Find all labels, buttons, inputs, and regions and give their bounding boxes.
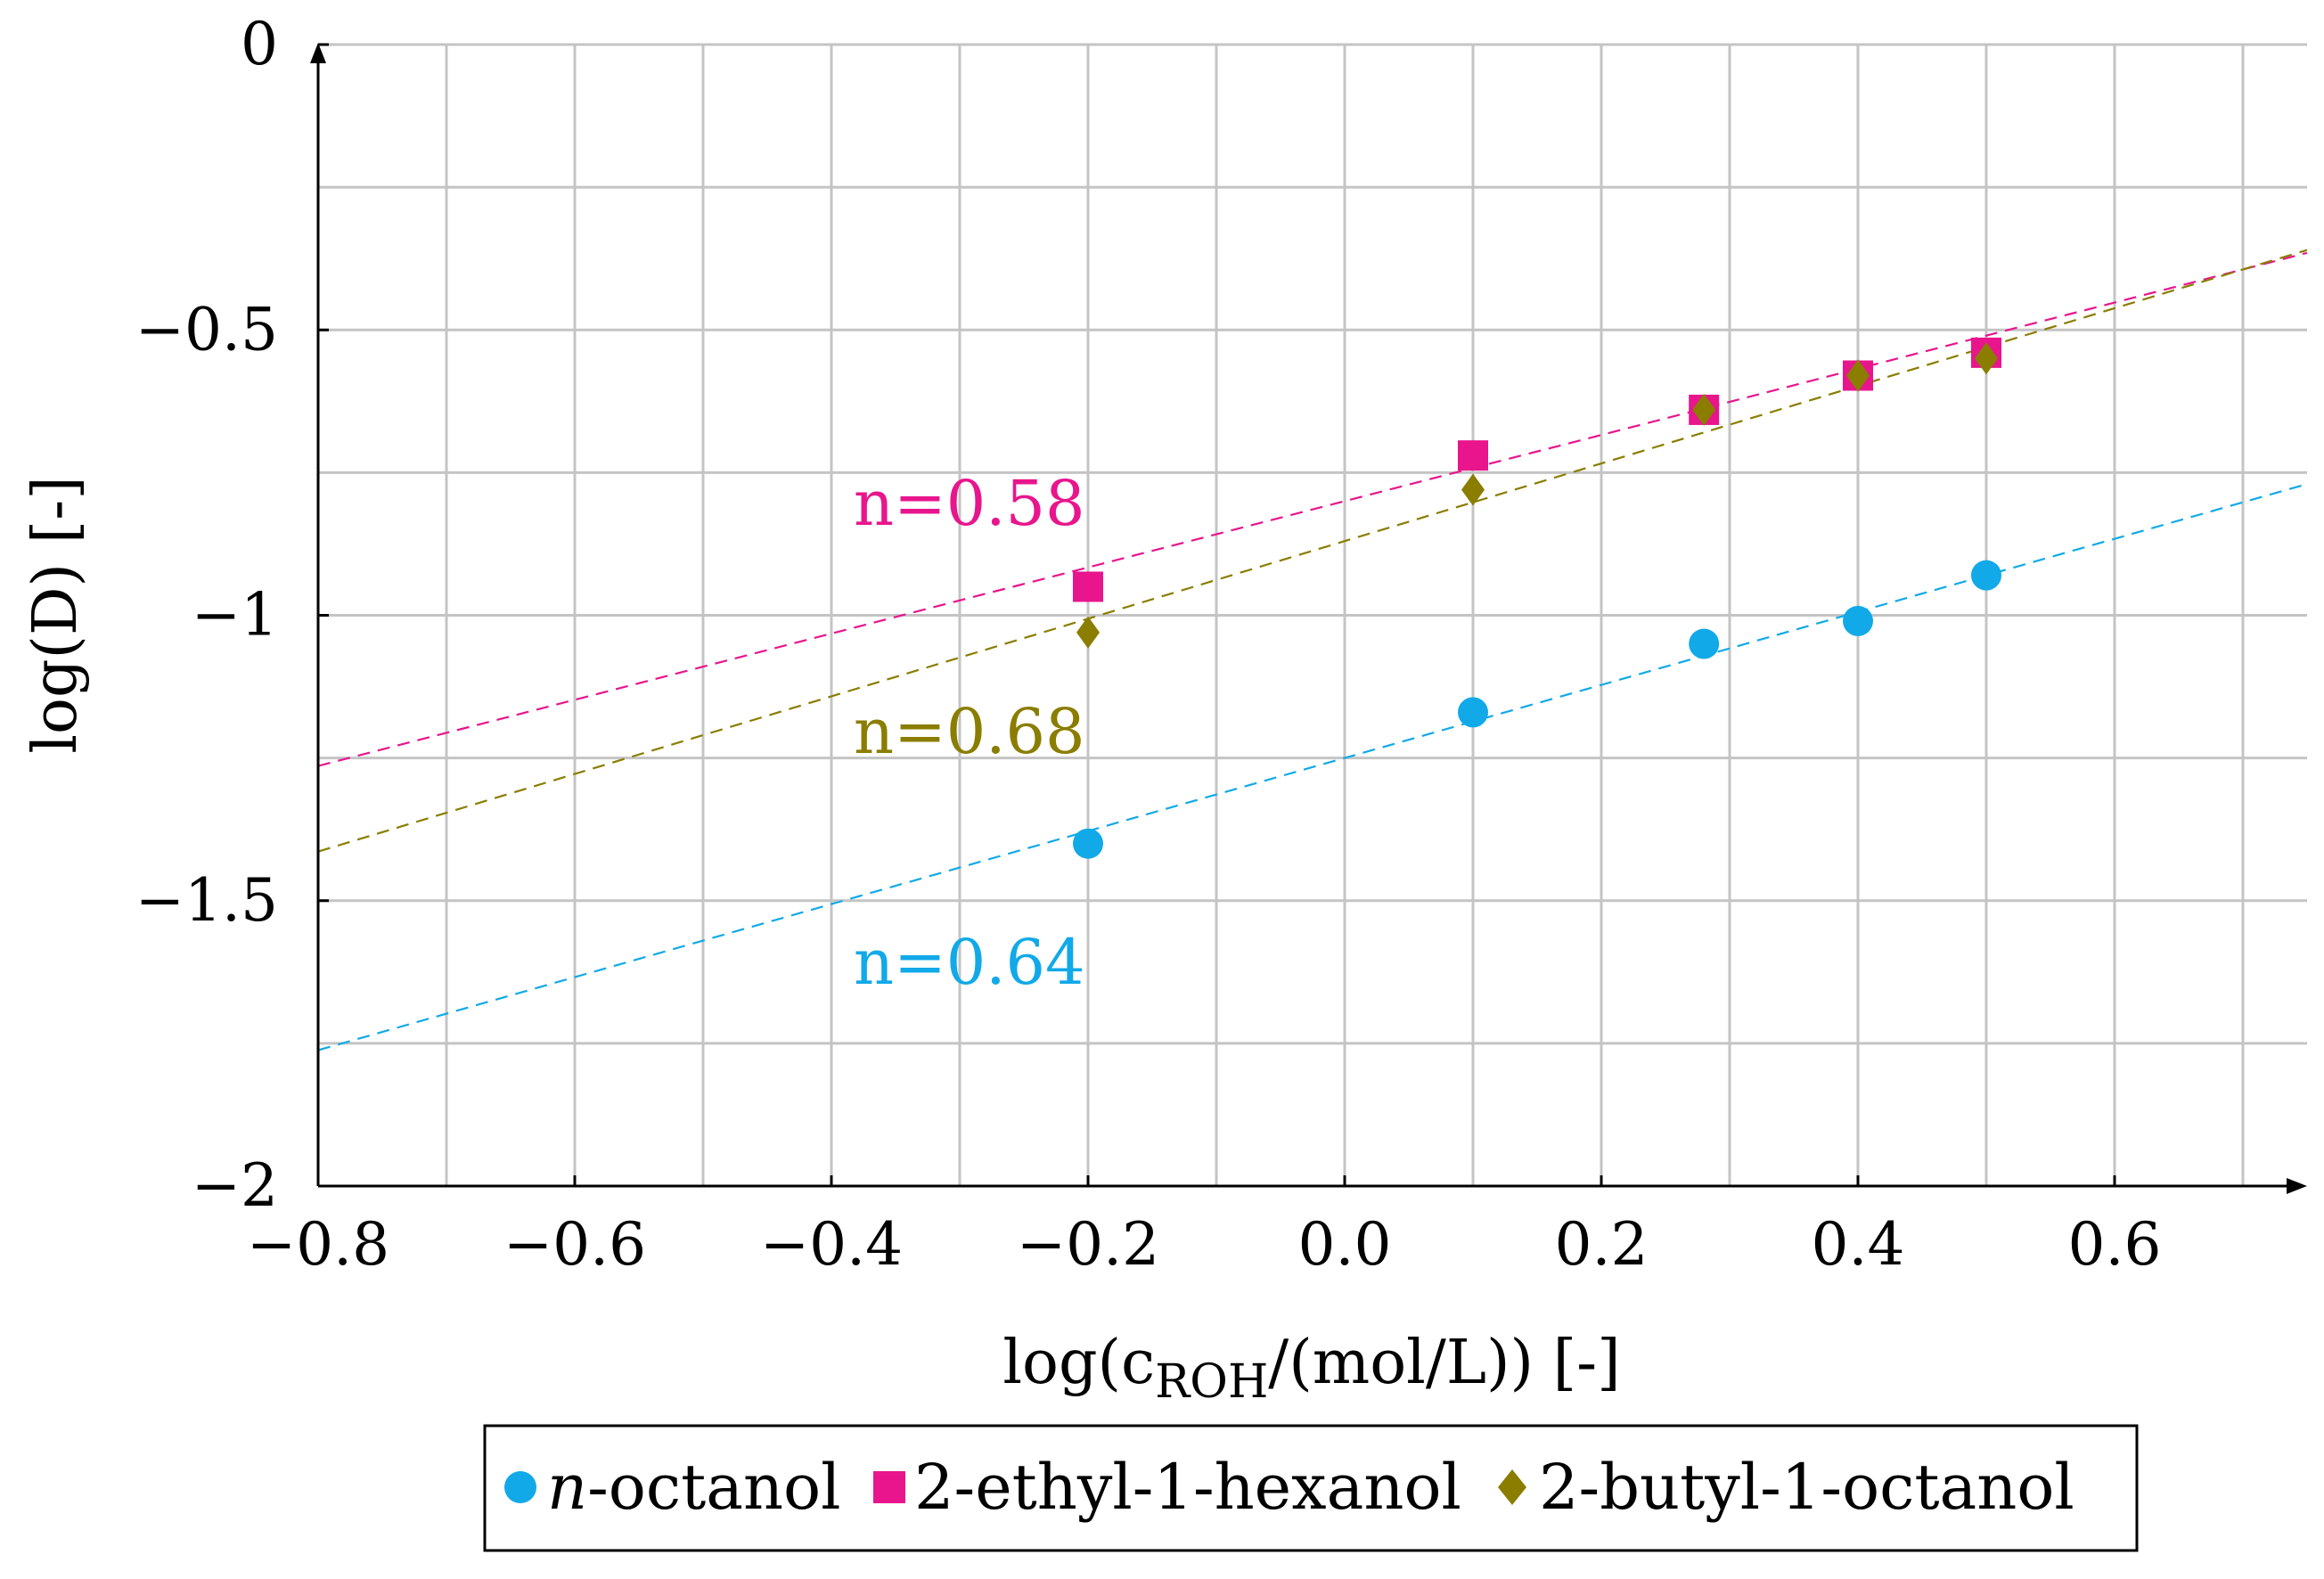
data-point-2-ethyl-1-hexanol — [1073, 571, 1103, 602]
data-point-n-octanol — [1843, 605, 1873, 636]
data-point-n-octanol — [1458, 697, 1488, 728]
y-axis-title: log(D) [-] — [20, 476, 91, 753]
data-point-n-octanol — [1689, 628, 1720, 659]
data-point-2-ethyl-1-hexanol — [1458, 440, 1488, 471]
data-point-n-octanol — [1971, 560, 2001, 591]
fit-line-n-octanol — [318, 483, 2307, 1051]
data-points — [1073, 337, 2001, 859]
data-point-n-octanol — [1073, 828, 1103, 859]
x-axis-title: log(cROH/(mol/L)) [-] — [1002, 1328, 1620, 1409]
legend-marker-2-ethyl-1-hexanol — [873, 1471, 905, 1503]
data-point-2-butyl-1-octanol — [1975, 342, 1998, 375]
x-tick-label: −0.8 — [247, 1210, 389, 1279]
fit-annotations: n=0.64 n=0.58 n=0.68 — [854, 467, 1085, 999]
y-tick-label: −0.5 — [135, 295, 278, 364]
tick-labels: −0.8 −0.6 −0.4 −0.2 0.0 0.2 0.4 0.6 0 −0.5 −1 −1.5 −… — [135, 10, 2162, 1279]
x-tick-label: 0.6 — [2068, 1210, 2162, 1279]
data-point-2-butyl-1-octanol — [1846, 359, 1870, 392]
legend-label-2-butyl-1-octanol: 2-butyl-1-octanol — [1539, 1451, 2074, 1524]
fit-lines — [318, 249, 2307, 1051]
fit-annotation-n-octanol: n=0.64 — [854, 926, 1085, 999]
legend-label-2-ethyl-1-hexanol: 2-ethyl-1-hexanol — [914, 1451, 1461, 1524]
y-tick-label: 0 — [241, 10, 278, 78]
data-point-2-butyl-1-octanol — [1692, 393, 1716, 426]
x-tick-label: 0.2 — [1555, 1210, 1649, 1279]
legend-label-n-octanol: n-octanol — [547, 1451, 841, 1524]
legend: n-octanol 2-ethyl-1-hexanol 2-butyl-1-oc… — [483, 1424, 2139, 1552]
axes — [310, 43, 2307, 1194]
y-tick-label: −2 — [192, 1151, 278, 1220]
grid — [318, 43, 2307, 1186]
x-tick-label: 0.0 — [1298, 1210, 1392, 1279]
x-tick-label: −0.6 — [503, 1210, 646, 1279]
x-axis-arrow — [2287, 1178, 2307, 1194]
x-tick-label: −0.2 — [1017, 1210, 1159, 1279]
y-axis-arrow — [310, 43, 326, 63]
legend-box — [483, 1424, 2139, 1552]
fit-annotation-2-butyl-1-octanol: n=0.68 — [854, 695, 1085, 768]
y-tick-label: −1 — [192, 581, 278, 650]
fit-line-2-butyl-1-octanol — [318, 249, 2307, 853]
fit-annotation-2-ethyl-1-hexanol: n=0.58 — [854, 467, 1085, 540]
legend-marker-2-butyl-1-octanol — [1498, 1469, 1526, 1505]
data-point-2-butyl-1-octanol — [1076, 616, 1100, 649]
data-point-2-butyl-1-octanol — [1461, 473, 1485, 506]
x-tick-label: 0.4 — [1812, 1210, 1905, 1279]
y-tick-label: −1.5 — [135, 866, 278, 935]
legend-marker-n-octanol — [504, 1471, 536, 1503]
x-axis-title-subscript: ROH — [1155, 1355, 1268, 1409]
x-tick-label: −0.4 — [760, 1210, 903, 1279]
